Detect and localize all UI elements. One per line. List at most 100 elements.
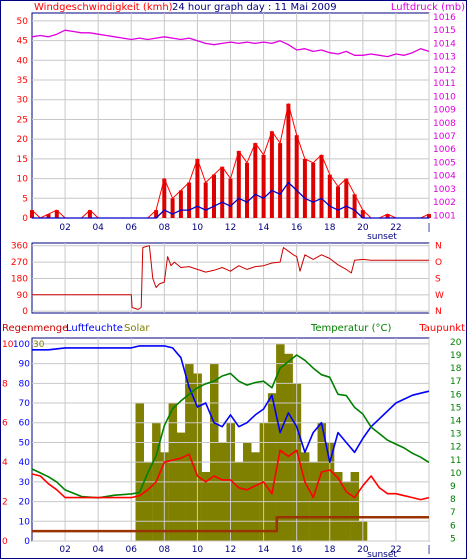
temperature-tick-label: 20 (450, 338, 462, 348)
gust-bar (302, 158, 307, 218)
sunset-label-3: sunset (367, 550, 397, 559)
direction-right-tick-label: N (435, 307, 442, 317)
gust-bar (253, 143, 258, 218)
humidity-tick-label: 90 (19, 360, 31, 370)
wind-x-tick-label: 22 (390, 223, 401, 233)
wind-right-tick-label: 1015 (433, 26, 456, 36)
wind-right-axis-label: Luftdruck (mb) (391, 2, 465, 13)
wind-right-tick-label: 1012 (433, 66, 456, 76)
solar-bar (168, 403, 178, 541)
climate-x-ticks: 02 04 06 08 10 12 14 16 18 20 22 | (59, 545, 430, 555)
temperature-tick-label: 16 (450, 390, 462, 400)
rain-axis-label: Regenmenge (2, 323, 68, 334)
solar-bar (300, 452, 310, 541)
direction-right-tick-label: O (435, 258, 442, 268)
wind-x-tick-label: 16 (291, 223, 303, 233)
gust-bar (54, 210, 59, 218)
climate-series (31, 345, 430, 533)
temperature-tick-label: 6 (450, 521, 456, 531)
humidity-tick-label: 50 (19, 438, 31, 448)
solar-axis-label: Solar (124, 323, 150, 334)
humidity-tick-label: 0 (24, 537, 30, 547)
gust-bar (336, 186, 340, 218)
rain-tick-label: 6 (2, 419, 8, 429)
gust-bar (203, 182, 208, 218)
temperature-tick-label: 10 (450, 469, 462, 479)
wind-right-tick-label: 1010 (433, 92, 456, 102)
wind-x-tick-label: 06 (126, 223, 138, 233)
rain-tick-label: 4 (2, 458, 8, 468)
solar-bar (251, 452, 260, 541)
wind-right-tick-label: 1014 (433, 39, 456, 49)
temperature-tick-label: 8 (450, 495, 456, 505)
direction-right-tick-label: W (435, 291, 444, 301)
temperature-tick-label: 17 (450, 377, 461, 387)
climate-x-tick-label: 02 (59, 545, 70, 555)
wind-right-tick-label: 1011 (433, 79, 456, 89)
humidity-tick-label: 60 (19, 419, 31, 429)
wind-left-tick-label: 25 (17, 115, 28, 125)
solar-bar (334, 472, 343, 541)
gust-bar (170, 198, 175, 218)
wind-x-ticks: 02 04 06 08 10 12 14 16 18 20 22 | (59, 223, 430, 233)
gust-bar (245, 162, 249, 218)
direction-left-tick-label: 90 (17, 291, 29, 301)
gust-bar (269, 131, 274, 218)
climate-x-tick-label: 16 (291, 545, 303, 555)
gust-bar (187, 182, 192, 218)
wind-left-tick-label: 40 (17, 56, 29, 66)
climate-x-tick-label: 06 (126, 545, 138, 555)
gust-bar (195, 158, 200, 218)
gust-bar (87, 210, 92, 218)
rain-tick-label: 2 (2, 498, 8, 508)
temperature-tick-label: 9 (450, 482, 456, 492)
rain-tick-label: 8 (2, 379, 8, 389)
gust-bar (162, 178, 167, 218)
direction-left-tick-label: 270 (11, 258, 28, 268)
wind-x-tick-label: 12 (225, 223, 236, 233)
wind-right-tick-label: 1003 (433, 185, 456, 195)
temperature-tick-label: 14 (450, 417, 462, 427)
direction-left-tick-label: 0 (22, 307, 28, 317)
solar-bar (210, 363, 219, 541)
direction-right-tick-label: S (435, 274, 441, 284)
climate-right-ticks: 5 6 7 8 9 10 11 12 13 14 15 16 17 18 19 20 (450, 338, 462, 544)
solar-bar (342, 481, 351, 541)
climate-x-tick-label: 08 (159, 545, 171, 555)
climate-grid (32, 338, 430, 542)
wind-left-tick-label: 50 (17, 17, 29, 27)
wind-x-tick-label: 20 (357, 223, 369, 233)
wind-left-tick-label: 10 (17, 175, 29, 185)
gust-bar (154, 210, 159, 218)
gust-bar (427, 214, 431, 218)
climate-x-tick-label: 12 (225, 545, 236, 555)
gust-bar (294, 135, 299, 218)
wind-series (30, 29, 431, 219)
gust-bar (352, 194, 357, 218)
temperature-tick-label: 15 (450, 403, 461, 413)
gust-bar (286, 103, 291, 218)
temperature-tick-label: 12 (450, 443, 461, 453)
climate-x-tick-label: | (427, 545, 430, 555)
direction-line (32, 245, 429, 310)
gust-bar (278, 143, 283, 218)
direction-right-tick-label: N (435, 242, 442, 252)
temperature-tick-label: 18 (450, 364, 462, 374)
gust-bar (178, 190, 183, 218)
wind-right-tick-label: 1016 (433, 13, 456, 23)
wind-right-tick-label: 1004 (433, 172, 456, 182)
wind-right-tick-label: 1008 (433, 119, 456, 129)
sunset-label-1: sunset (367, 232, 397, 242)
wind-right-tick-label: 1001 (433, 211, 456, 221)
gust-bar (327, 174, 332, 218)
avg-wind-line (32, 181, 429, 219)
climate-x-tick-label: 04 (92, 545, 104, 555)
gust-bar (220, 166, 225, 219)
wind-x-tick-label: 10 (192, 223, 204, 233)
wind-x-tick-label: 18 (324, 223, 336, 233)
chart-title: 24 hour graph day : 11 Mai 2009 (172, 2, 337, 13)
gust-bar (236, 151, 241, 218)
rain-line (32, 516, 429, 533)
